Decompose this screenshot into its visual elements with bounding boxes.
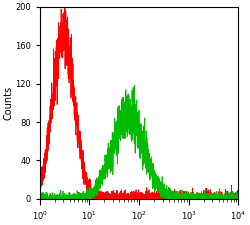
Y-axis label: Counts: Counts: [4, 86, 14, 120]
